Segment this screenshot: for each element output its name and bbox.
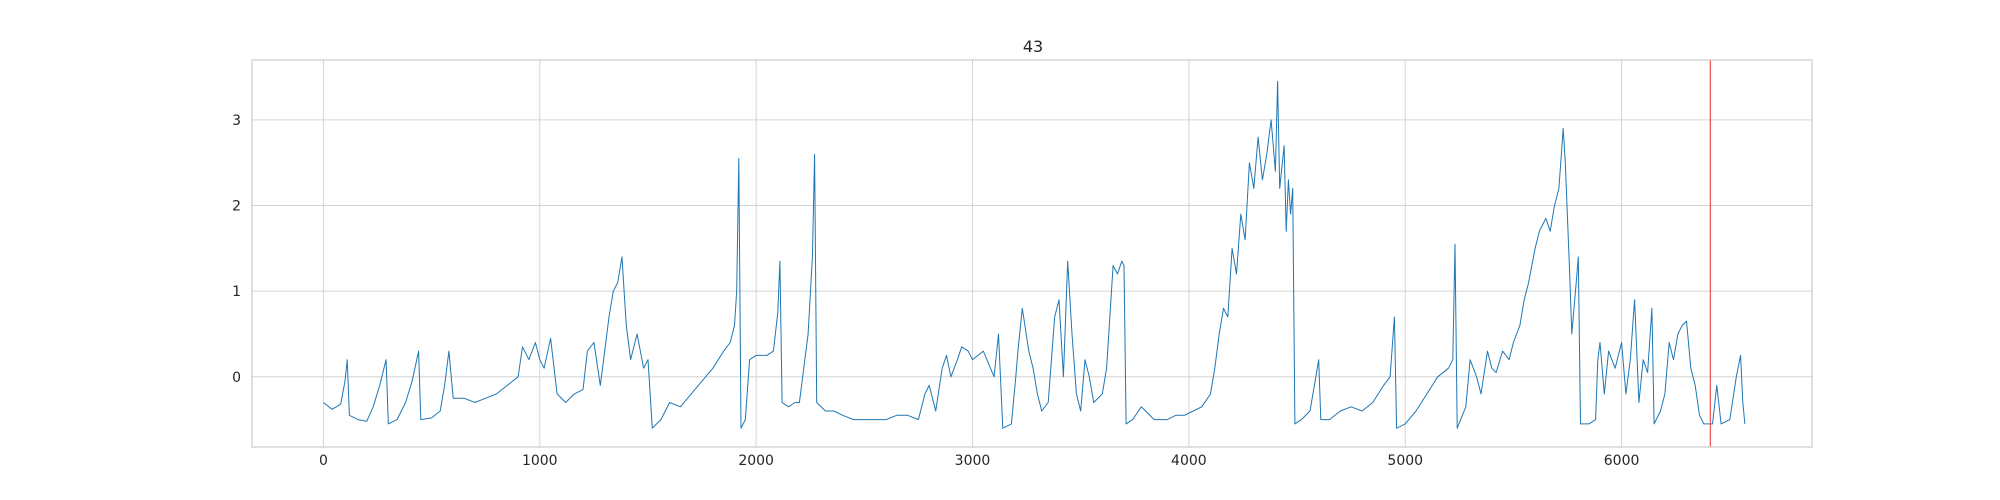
x-tick-label: 4000 (1171, 453, 1207, 469)
y-tick-labels: 0 1 2 3 (232, 113, 241, 386)
y-tick-label: 3 (232, 113, 241, 129)
x-tick-label: 3000 (955, 453, 991, 469)
grid-layer (252, 60, 1812, 447)
x-tick-labels: 0 1000 2000 3000 4000 5000 6000 (319, 453, 1639, 469)
plot-frame (251, 59, 1813, 448)
y-tick-label: 0 (232, 370, 241, 386)
series-layer (323, 80, 1746, 429)
chart-title: 43 (1023, 37, 1043, 56)
y-tick-label: 1 (232, 284, 241, 300)
x-tick-label: 1000 (522, 453, 558, 469)
y-tick-label: 2 (232, 199, 241, 215)
x-tick-label: 6000 (1604, 453, 1640, 469)
x-tick-label: 0 (319, 453, 328, 469)
series-line-0 (323, 80, 1746, 429)
x-tick-label: 5000 (1387, 453, 1423, 469)
x-tick-label: 2000 (738, 453, 774, 469)
